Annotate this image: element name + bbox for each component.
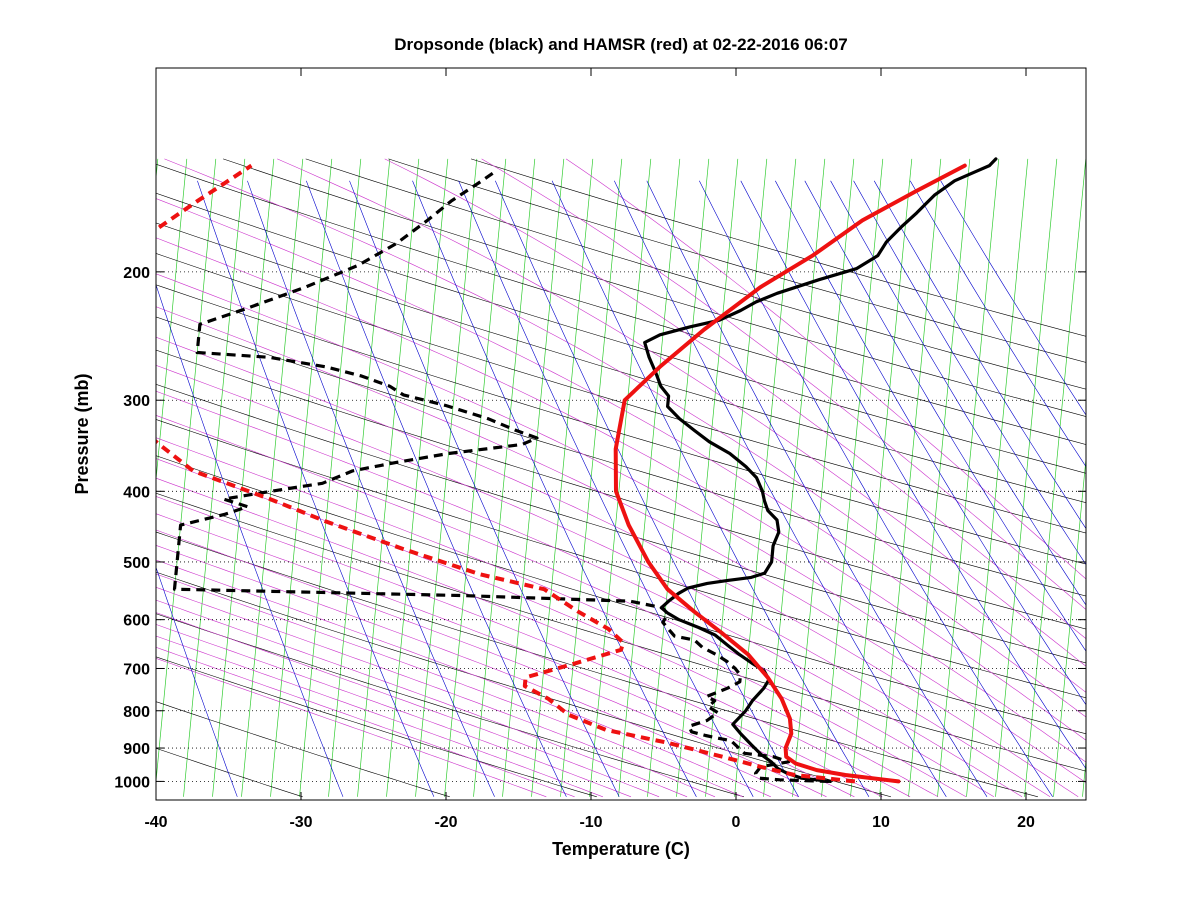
- moist-adiabat-line: [156, 529, 827, 798]
- x-tick-label: -20: [434, 814, 457, 831]
- moist-adiabat-line: [156, 646, 575, 798]
- moist-adiabat-line: [156, 458, 939, 798]
- moist-adiabat-line: [156, 496, 883, 798]
- moist-adiabat-line: [156, 336, 1079, 798]
- moist-adiabat-line: [156, 477, 911, 798]
- mixing-ratio-line: [909, 180, 1086, 468]
- x-tick-label: 20: [1017, 814, 1035, 831]
- isotherm-line: [212, 158, 275, 797]
- moist-adiabat-line: [156, 573, 744, 798]
- x-axis-ticks: -40 -30 -20 -10 0 10 20: [144, 68, 1035, 831]
- pressure-gridlines: [156, 271, 1086, 782]
- y-tick-label: 400: [123, 484, 150, 501]
- dry-adiabat-line: [156, 613, 744, 798]
- y-tick-label: 200: [123, 265, 150, 282]
- isotherm-line: [156, 158, 217, 785]
- x-axis-label: Temperature (C): [552, 839, 690, 859]
- isotherm-line: [589, 158, 652, 797]
- moist-adiabat-line: [156, 624, 632, 798]
- background-lines: [156, 158, 1086, 798]
- isotherm-line: [966, 158, 1029, 797]
- dry-adiabat-line: [156, 192, 1086, 474]
- moist-adiabat-line: [384, 158, 1086, 640]
- x-tick-label: -40: [144, 814, 167, 831]
- dry-adiabat-line: [156, 316, 1086, 597]
- y-axis-ticks: 200 300 400 500 600 700 800 900 1000: [114, 265, 1086, 791]
- moist-adiabat-line: [164, 158, 1086, 693]
- dry-adiabat-line: [156, 163, 1086, 445]
- dry-adiabat-line: [156, 383, 1086, 664]
- series-line-4-dashed: [156, 163, 856, 784]
- isotherm-line: [415, 158, 478, 797]
- mixing-ratio-line: [349, 180, 620, 797]
- moist-adiabat-line: [156, 273, 1086, 763]
- y-tick-label: 600: [123, 613, 150, 630]
- moist-adiabat-line: [156, 599, 688, 798]
- series-line-3-solid: [613, 163, 967, 784]
- x-tick-label: 0: [732, 814, 741, 831]
- moist-adiabat-line: [156, 198, 1086, 718]
- moist-adiabat-line: [156, 364, 1051, 798]
- isotherm-line: [792, 158, 855, 797]
- moist-adiabat-line: [156, 635, 604, 798]
- plot-frame: [155, 67, 1087, 801]
- dry-adiabat-line: [156, 284, 1086, 565]
- x-tick-label: 10: [872, 814, 890, 831]
- dry-adiabat-line: [156, 656, 597, 798]
- dry-adiabat-line: [156, 701, 450, 798]
- moist-adiabat-line: [156, 658, 547, 798]
- isotherm-line: [705, 158, 768, 797]
- isotherm-line: [763, 158, 826, 797]
- y-tick-label: 900: [123, 741, 150, 758]
- isotherm-line: [241, 158, 304, 797]
- mixing-ratio-line: [412, 180, 697, 797]
- isotherm-line: [357, 158, 420, 797]
- x-tick-label: -30: [289, 814, 312, 831]
- dry-adiabat-line: [156, 455, 1086, 735]
- series-line-2-dashed: [172, 168, 829, 783]
- isotherm-line: [444, 158, 507, 797]
- moist-adiabat-line: [156, 586, 716, 798]
- y-axis-label: Pressure (mb): [72, 373, 92, 494]
- moist-adiabat-line: [156, 437, 967, 798]
- mixing-ratio-line: [699, 180, 1053, 797]
- isotherm-line: [676, 158, 739, 797]
- isotherm-line: [618, 158, 681, 797]
- dry-adiabat-line: [156, 571, 891, 798]
- isotherm-line: [995, 158, 1058, 797]
- x-tick-label: -10: [579, 814, 602, 831]
- dry-adiabat-line: [156, 222, 1086, 504]
- mixing-ratio-line: [156, 283, 344, 797]
- dry-adiabat-line: [156, 492, 1086, 772]
- y-tick-label: 1000: [114, 774, 150, 791]
- series-layer: [156, 157, 998, 784]
- isotherm-line: [473, 158, 536, 797]
- moist-adiabat-line: [481, 158, 1086, 610]
- dry-adiabat-line: [156, 253, 1086, 534]
- isotherm-line: [531, 158, 594, 797]
- y-tick-label: 800: [123, 704, 150, 721]
- y-tick-label: 300: [123, 393, 150, 410]
- series-line-1-solid: [643, 157, 998, 783]
- isotherm-line: [386, 158, 449, 797]
- moist-adiabat-line: [156, 559, 771, 798]
- isotherm-line: [1053, 454, 1086, 797]
- dry-adiabat-line: [156, 349, 1086, 630]
- y-tick-label: 700: [123, 661, 150, 678]
- moist-adiabat-line: [565, 158, 1086, 580]
- moist-adiabat-line: [156, 237, 1086, 741]
- dry-adiabat-line: [156, 419, 1086, 699]
- isotherm-line: [821, 158, 884, 797]
- isotherm-line: [879, 158, 942, 797]
- mixing-ratio-line: [853, 180, 1086, 566]
- isotherm-line: [937, 158, 1000, 797]
- moist-adiabat-line: [277, 158, 1086, 667]
- dry-adiabat-line: [223, 158, 1086, 417]
- y-tick-label: 500: [123, 555, 150, 572]
- moist-adiabat-line: [156, 612, 660, 798]
- moist-adiabat-line: [156, 306, 1086, 784]
- chart-title: Dropsonde (black) and HAMSR (red) at 02-…: [394, 35, 847, 54]
- mixing-ratio-line: [156, 566, 238, 797]
